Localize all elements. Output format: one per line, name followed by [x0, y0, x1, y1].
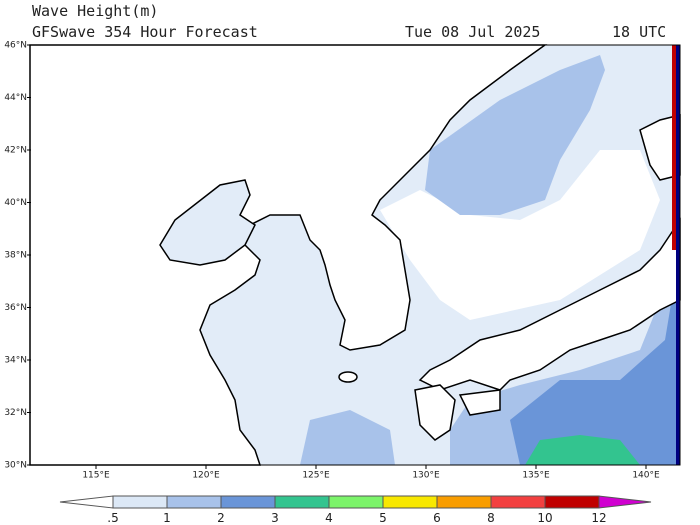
- edge-band: [672, 45, 676, 250]
- lat-label: 44°N: [4, 93, 27, 103]
- colorbar-cell: [166, 495, 222, 509]
- colorbar-cell: [598, 495, 652, 509]
- colorbar-cell: [382, 495, 438, 509]
- colorbar-label: 3: [271, 511, 279, 525]
- subtitle: GFSwave 354 Hour Forecast: [32, 23, 258, 41]
- lat-label: 30°N: [4, 461, 27, 471]
- lat-label: 36°N: [4, 303, 27, 313]
- colorbar-cell: [436, 495, 492, 509]
- colorbar-label: 12: [591, 511, 606, 525]
- colorbar-label: 8: [487, 511, 495, 525]
- lon-label: 115°E: [82, 471, 110, 481]
- kyushu: [414, 384, 456, 441]
- wave-area: [300, 410, 395, 465]
- jeju: [338, 371, 358, 383]
- colorbar-label: 4: [325, 511, 333, 525]
- colorbar-cell: [59, 495, 114, 509]
- colorbar-label: 5: [379, 511, 387, 525]
- lat-label: 42°N: [4, 146, 27, 156]
- date: Tue 08 Jul 2025: [405, 23, 540, 41]
- lon-label: 120°E: [192, 471, 220, 481]
- time: 18 UTC: [612, 23, 666, 41]
- lat-label: 46°N: [4, 41, 27, 51]
- wave-area: [510, 250, 680, 465]
- colorbar-cell: [328, 495, 384, 509]
- lon-label: 130°E: [412, 471, 440, 481]
- lat-label: 40°N: [4, 198, 27, 208]
- bohai-sea: [159, 179, 256, 266]
- lon-label: 125°E: [302, 471, 330, 481]
- edge-band: [676, 45, 680, 465]
- colorbar-cell: [490, 495, 546, 509]
- colorbar-label: 10: [537, 511, 552, 525]
- calm-sea: [380, 150, 660, 320]
- colorbar-cell: [220, 495, 276, 509]
- colorbar-cell: [544, 495, 600, 509]
- colorbar-label: 6: [433, 511, 441, 525]
- lon-label: 135°E: [522, 471, 550, 481]
- wave-area: [425, 55, 605, 215]
- colorbar-cell: [112, 495, 168, 509]
- colorbar-label: .5: [107, 511, 118, 525]
- title: Wave Height(m): [32, 2, 158, 20]
- lat-label: 38°N: [4, 251, 27, 261]
- colorbar-label: 2: [217, 511, 225, 525]
- colorbar-label: 1: [163, 511, 171, 525]
- wave-area: [525, 435, 640, 465]
- mainland: [29, 44, 548, 466]
- colorbar-cell: [274, 495, 330, 509]
- lon-label: 140°E: [632, 471, 660, 481]
- map: [29, 44, 681, 466]
- lat-label: 32°N: [4, 408, 27, 418]
- shikoku: [458, 389, 501, 416]
- lat-label: 34°N: [4, 356, 27, 366]
